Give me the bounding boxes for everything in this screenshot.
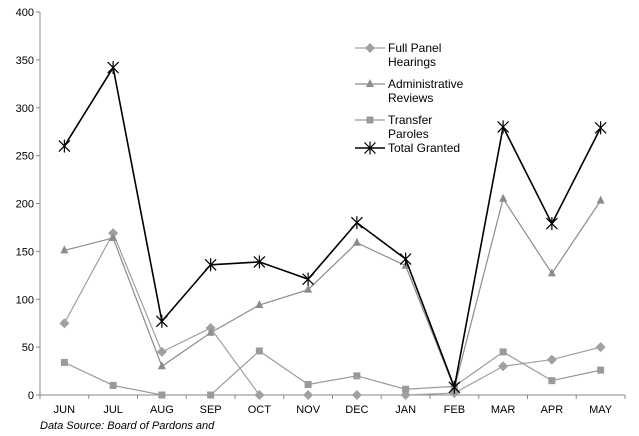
legend-label: Administrative: [388, 77, 464, 91]
data-point-total-granted: [594, 121, 607, 135]
data-point-transfer-paroles: [597, 366, 605, 374]
data-point-transfer-paroles: [207, 391, 215, 399]
data-point-transfer-paroles: [304, 380, 312, 388]
x-tick-label: DEC: [345, 404, 368, 416]
series-line-transfer-paroles: [64, 350, 601, 396]
series-line-total-granted: [63, 65, 602, 391]
data-point-transfer-paroles: [499, 348, 507, 356]
series-line-full-panel-hearings: [63, 231, 601, 396]
legend-label: Paroles: [388, 127, 429, 141]
x-tick-label: APR: [541, 404, 564, 416]
data-point-total-granted: [107, 61, 120, 75]
x-tick-label: NOV: [296, 404, 321, 416]
data-point-administrative-reviews: [255, 299, 264, 308]
data-point-total-granted: [545, 217, 558, 231]
x-tick-label: MAR: [491, 404, 516, 416]
y-tick-label: 150: [16, 246, 34, 258]
data-point-total-granted: [204, 258, 217, 272]
data-point-total-granted: [302, 272, 315, 286]
x-tick-label: OCT: [248, 404, 272, 416]
data-point-transfer-paroles: [548, 377, 556, 385]
data-point-transfer-paroles: [255, 347, 263, 355]
data-point-total-granted: [497, 120, 510, 134]
y-tick-label: 300: [16, 103, 34, 115]
data-point-administrative-reviews: [206, 327, 215, 336]
data-point-total-granted: [399, 252, 412, 266]
series-administrative-reviews: [60, 193, 605, 392]
y-axis-ticks: 0 50 100 150 200 250 300 350 400: [16, 7, 40, 402]
data-point-administrative-reviews: [109, 232, 118, 241]
y-tick-label: 50: [22, 342, 34, 354]
legend-marker: [366, 116, 374, 124]
data-point-administrative-reviews: [596, 195, 605, 204]
data-point-total-granted: [155, 314, 168, 328]
data-point-transfer-paroles: [109, 381, 117, 389]
legend-marker: [366, 79, 374, 87]
y-tick-label: 250: [16, 151, 34, 163]
legend-label: Reviews: [388, 91, 433, 105]
y-tick-label: 400: [16, 7, 34, 19]
legend-marker: [365, 43, 375, 53]
x-tick-label: AUG: [150, 404, 174, 416]
x-tick-label: JAN: [395, 404, 416, 416]
data-point-transfer-paroles: [60, 358, 68, 366]
data-point-full-panel-hearings: [254, 390, 265, 400]
y-tick-label: 0: [28, 390, 34, 402]
data-point-total-granted: [350, 216, 363, 230]
series-layer: [58, 61, 607, 400]
data-point-full-panel-hearings: [303, 390, 314, 400]
x-tick-label: FEB: [444, 404, 465, 416]
y-tick-label: 350: [16, 55, 34, 67]
data-point-administrative-reviews: [60, 245, 69, 254]
y-tick-label: 100: [16, 294, 34, 306]
data-point-administrative-reviews: [157, 361, 166, 370]
data-point-full-panel-hearings: [498, 361, 509, 372]
data-point-transfer-paroles: [353, 372, 361, 380]
data-point-administrative-reviews: [304, 284, 313, 293]
series-transfer-paroles: [60, 347, 605, 399]
legend-label: Full Panel: [388, 41, 441, 55]
data-point-full-panel-hearings: [546, 354, 557, 365]
data-point-administrative-reviews: [547, 268, 556, 277]
series-full-panel-hearings: [59, 228, 606, 400]
legend-marker: [364, 141, 376, 155]
x-tick-label: SEP: [200, 404, 222, 416]
data-point-transfer-paroles: [402, 385, 410, 393]
data-point-total-granted: [253, 255, 266, 269]
data-point-total-granted: [58, 139, 71, 153]
series-line-administrative-reviews: [64, 197, 602, 391]
data-point-transfer-paroles: [158, 391, 166, 399]
x-axis-ticks: JUN JUL AUG SEP OCT NOV DEC JAN FEB MAR APR MAY: [39, 395, 626, 416]
legend-label: Hearings: [388, 55, 436, 69]
legend-item-total-granted: Total Granted: [355, 141, 460, 155]
data-source-note: Data Source: Board of Pardons and: [40, 420, 215, 432]
data-point-total-granted: [448, 380, 461, 394]
data-point-full-panel-hearings: [59, 318, 70, 329]
data-point-administrative-reviews: [499, 193, 508, 202]
y-tick-label: 200: [16, 199, 34, 211]
x-tick-label: MAY: [589, 404, 613, 416]
x-tick-label: JUL: [103, 404, 123, 416]
data-point-full-panel-hearings: [351, 390, 362, 400]
data-point-administrative-reviews: [352, 237, 361, 246]
data-point-full-panel-hearings: [595, 342, 606, 353]
legend-label: Transfer: [388, 113, 432, 127]
data-point-full-panel-hearings: [156, 346, 167, 357]
x-tick-label: JUN: [54, 404, 75, 416]
series-total-granted: [58, 61, 607, 394]
legend-label: Total Granted: [388, 141, 460, 155]
